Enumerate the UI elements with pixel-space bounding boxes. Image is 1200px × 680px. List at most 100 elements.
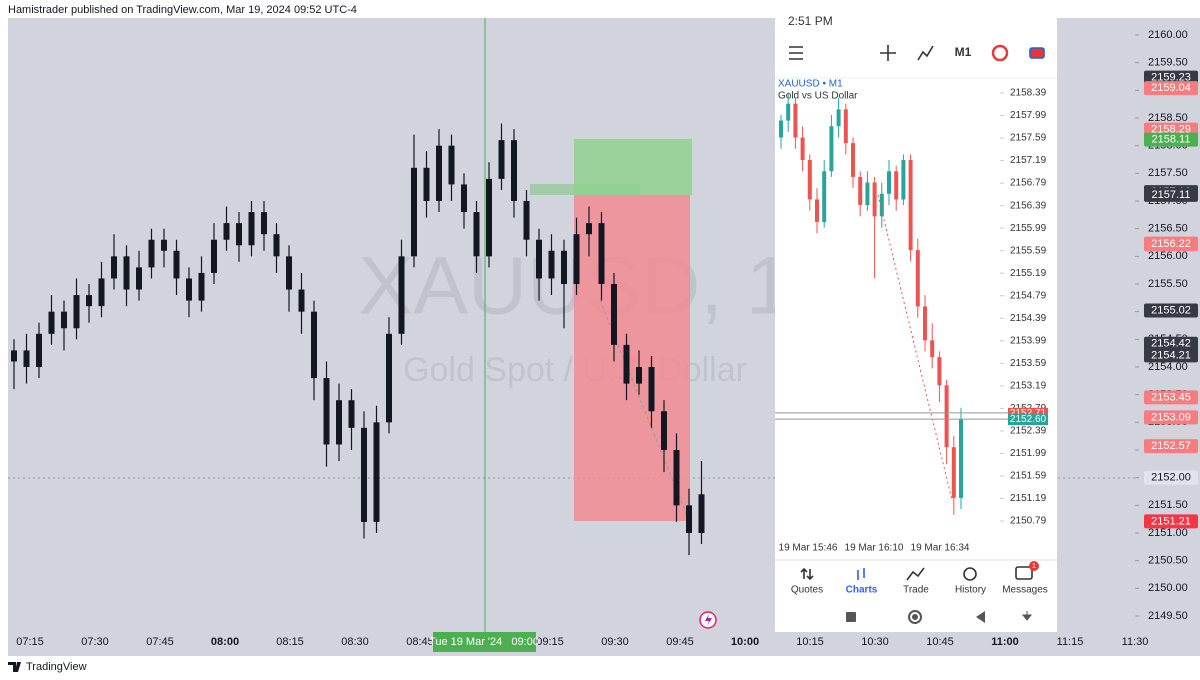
messages-icon[interactable] bbox=[1015, 566, 1033, 580]
phone-y-tick-label: 2153.59 bbox=[1010, 358, 1047, 369]
menu-icon[interactable] bbox=[789, 46, 803, 60]
home-button[interactable] bbox=[908, 610, 922, 624]
trade-nav-icon[interactable] bbox=[906, 567, 925, 581]
loss-zone bbox=[574, 195, 690, 521]
trade-history bbox=[877, 194, 953, 501]
indicator-icon[interactable] bbox=[917, 45, 934, 61]
symbol-description: Gold vs US Dollar bbox=[778, 91, 858, 102]
account-icon[interactable] bbox=[1029, 47, 1045, 59]
nav-label[interactable]: Trade bbox=[903, 585, 929, 596]
candle-body bbox=[173, 250, 180, 279]
timeframe[interactable]: M1 bbox=[955, 45, 972, 59]
price-label: 2152.00 bbox=[1151, 472, 1191, 484]
y-tick-label: 2150.00 bbox=[1148, 582, 1188, 594]
price-label-box bbox=[1144, 439, 1198, 454]
quotes-icon[interactable] bbox=[800, 567, 814, 581]
price-label: 2154.42 bbox=[1151, 338, 1191, 350]
candle-body bbox=[573, 234, 580, 284]
candle-body bbox=[73, 295, 80, 329]
recent-button[interactable] bbox=[846, 612, 856, 622]
phone-candle-body bbox=[807, 160, 812, 200]
phone-candle-body bbox=[901, 160, 906, 200]
phone-candle-body bbox=[793, 103, 798, 138]
phone-candle-body bbox=[937, 357, 942, 386]
candle-body bbox=[348, 400, 355, 428]
phone-candle-body bbox=[908, 160, 913, 251]
candle-body bbox=[423, 167, 430, 201]
candle-body bbox=[48, 311, 55, 334]
candle-body bbox=[36, 333, 42, 367]
brand-logo bbox=[8, 662, 21, 672]
phone-price-box bbox=[1008, 414, 1048, 426]
trade-icon[interactable] bbox=[991, 44, 1009, 62]
x-tick-label: 08:30 bbox=[341, 636, 369, 648]
phone-candle-body bbox=[894, 171, 899, 200]
y-tick-label: 2154.00 bbox=[1148, 361, 1188, 373]
candle-body bbox=[211, 239, 217, 273]
charts-icon[interactable] bbox=[857, 568, 865, 580]
nav-label[interactable]: Messages bbox=[1002, 585, 1048, 596]
candle-body bbox=[361, 427, 367, 522]
candle-body bbox=[536, 239, 542, 279]
candle-body bbox=[161, 239, 167, 251]
candle-body bbox=[236, 223, 242, 246]
back-button[interactable] bbox=[976, 611, 985, 623]
x-tick-label: 08:45 bbox=[406, 636, 434, 648]
x-tick-label: 09:30 bbox=[601, 636, 629, 648]
candle-body bbox=[248, 212, 255, 246]
price-label-box bbox=[1144, 70, 1198, 85]
price-label: 2155.02 bbox=[1151, 304, 1191, 316]
y-tick-label: 2149.50 bbox=[1148, 610, 1188, 622]
phone-date-label: 19 Mar 16:10 bbox=[845, 543, 904, 554]
home-dot bbox=[912, 614, 918, 620]
phone-y-tick-label: 2157.59 bbox=[1010, 133, 1047, 144]
keyboard-button[interactable] bbox=[1021, 611, 1033, 621]
candle-body bbox=[486, 178, 492, 257]
nav-label[interactable]: Charts bbox=[846, 585, 878, 596]
phone-y-tick-label: 2157.19 bbox=[1010, 155, 1047, 166]
candle-body bbox=[148, 239, 155, 268]
phone-date-label: 19 Mar 16:34 bbox=[911, 543, 970, 554]
crosshair-icon[interactable] bbox=[880, 45, 896, 61]
candles bbox=[11, 123, 705, 556]
price-label-box bbox=[1144, 514, 1198, 529]
candle-body bbox=[298, 289, 305, 312]
phone-candle-body bbox=[944, 385, 949, 448]
y-tick-label: 2156.50 bbox=[1148, 223, 1188, 235]
candle-body bbox=[661, 411, 667, 450]
candle-body bbox=[511, 140, 517, 201]
phone-y-tick-label: 2156.39 bbox=[1010, 200, 1047, 211]
history-icon[interactable] bbox=[963, 567, 977, 581]
phone-y-tick-label: 2151.59 bbox=[1010, 471, 1047, 482]
badge-count: 1 bbox=[1032, 563, 1036, 570]
price-label: 2152.57 bbox=[1151, 440, 1191, 452]
nav-label[interactable]: History bbox=[955, 585, 986, 596]
time-axis bbox=[8, 632, 1200, 656]
phone-candles bbox=[779, 92, 963, 515]
price-label: 2156.22 bbox=[1151, 238, 1191, 250]
phone-candle-body bbox=[930, 340, 935, 358]
x-tick-label: 10:30 bbox=[861, 636, 889, 648]
candle-body bbox=[311, 311, 317, 379]
candle-body bbox=[548, 250, 555, 279]
candle-body bbox=[123, 256, 130, 290]
price-label-box bbox=[1144, 390, 1198, 405]
phone-candle-body bbox=[800, 137, 805, 161]
candle-body bbox=[623, 344, 630, 384]
phone-y-tick-label: 2155.19 bbox=[1010, 268, 1047, 279]
phone-candle-body bbox=[822, 171, 827, 222]
nav-label[interactable]: Quotes bbox=[791, 585, 823, 596]
candle-body bbox=[261, 212, 267, 235]
candle-body bbox=[586, 223, 592, 235]
y-tick-label: 2156.00 bbox=[1148, 250, 1188, 262]
y-tick-label: 2158.50 bbox=[1148, 112, 1188, 124]
phone-candle-body bbox=[829, 126, 834, 172]
profit-zone bbox=[574, 139, 692, 195]
candle-body bbox=[323, 378, 330, 445]
y-tick-label: 2151.00 bbox=[1148, 527, 1188, 539]
candle-body bbox=[611, 284, 617, 345]
phone-candle-body bbox=[887, 171, 891, 194]
x-tick-label: 10:00 bbox=[731, 636, 759, 648]
y-tick-label: 2151.50 bbox=[1148, 499, 1188, 511]
